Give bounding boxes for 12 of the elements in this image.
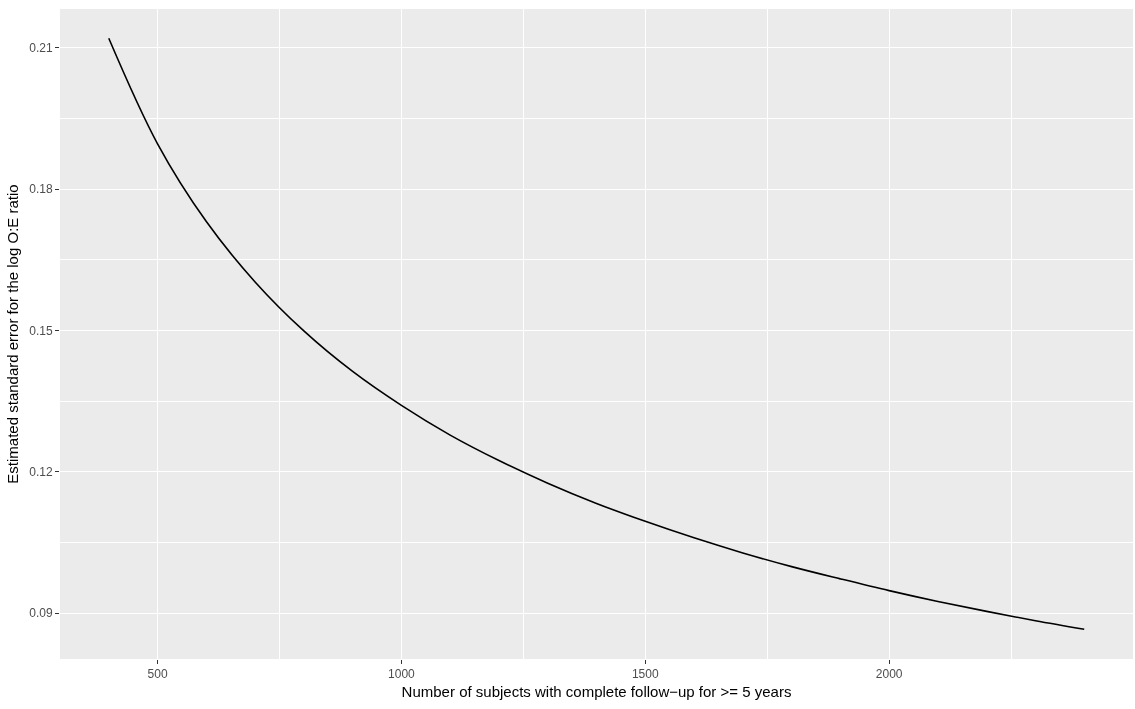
- y-axis-title: Estimated standard error for the log O:E ratio: [4, 184, 22, 484]
- y-tick-label: 0.18: [29, 182, 53, 197]
- y-tick-label: 0.15: [29, 323, 53, 338]
- x-tick-label: 500: [147, 667, 168, 682]
- y-tick-label: 0.12: [29, 465, 53, 480]
- y-tick-label: 0.21: [29, 40, 53, 55]
- x-tick-label: 2000: [875, 667, 903, 682]
- x-tick-label: 1500: [631, 667, 659, 682]
- line-series: [107, 37, 1086, 631]
- y-tick-label: 0.09: [29, 606, 53, 621]
- x-tick-label: 1000: [388, 667, 416, 682]
- x-axis-title: Number of subjects with complete follow−up for >= 5 years: [401, 683, 792, 701]
